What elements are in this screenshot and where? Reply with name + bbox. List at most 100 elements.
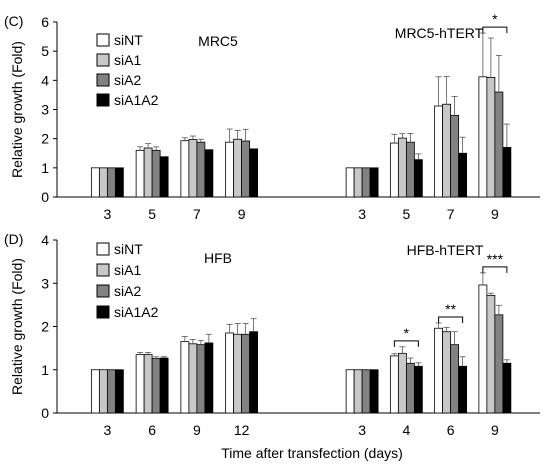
y-axis-label: Relative growth (Fold) [9, 41, 25, 178]
legend-label: siA1 [114, 262, 141, 278]
x-tick-label: 4 [402, 422, 410, 438]
y-tick-label: 0 [41, 405, 49, 421]
significance-label: * [492, 11, 498, 27]
bar-sia1a2 [458, 152, 468, 198]
legend-swatch-sia1 [96, 263, 110, 277]
x-tick-label: 5 [148, 206, 156, 222]
bar-sia1a2 [114, 167, 124, 198]
legend-label: siNT [114, 241, 143, 257]
bar-sia1 [143, 354, 153, 414]
bar-sia1a2 [369, 167, 379, 198]
bar-sint [434, 105, 444, 198]
x-tick-label: 9 [238, 206, 246, 222]
bar-sia2 [361, 167, 371, 198]
group-title: MRC5 [198, 33, 238, 49]
bar-sint [225, 332, 235, 414]
y-tick-label: 4 [41, 72, 49, 88]
bar-sia1a2 [204, 342, 214, 414]
legend-swatch-sia2 [96, 73, 110, 87]
bar-sia1 [353, 369, 363, 414]
legend-label: siA2 [114, 72, 141, 88]
bar-sia2 [450, 344, 460, 414]
x-tick-label: 3 [103, 422, 111, 438]
y-axis-label: Relative growth (Fold) [9, 258, 25, 395]
bar-sia1 [188, 343, 198, 414]
legend-label: siA1A2 [114, 304, 159, 320]
bar-sia1a2 [114, 369, 124, 414]
significance-bracket [482, 26, 508, 34]
legend-swatch-sia2 [96, 284, 110, 298]
bar-sint [434, 327, 444, 414]
x-tick-label: 7 [193, 206, 201, 222]
bar-sia2 [405, 141, 415, 198]
x-tick-label: 9 [193, 422, 201, 438]
x-tick-label: 3 [103, 206, 111, 222]
bar-sia2 [196, 344, 206, 414]
legend-label: siA2 [114, 283, 141, 299]
legend-label: siNT [114, 32, 143, 48]
bar-sia1 [397, 352, 407, 414]
x-tick-label: 12 [234, 422, 250, 438]
x-tick-label: 6 [447, 422, 455, 438]
bar-sia2 [361, 369, 371, 414]
bar-sint [389, 142, 399, 198]
y-tick-label: 3 [41, 102, 49, 118]
bar-sia1a2 [369, 369, 379, 414]
y-tick-label: 2 [41, 131, 49, 147]
bar-sia1a2 [502, 147, 512, 198]
bar-sia1 [98, 369, 108, 414]
bar-sia2 [450, 114, 460, 198]
bar-sint [180, 341, 190, 414]
y-tick-label: 3 [41, 275, 49, 291]
bar-sia1a2 [204, 149, 214, 198]
bar-sint [345, 369, 355, 414]
significance-bracket [482, 266, 508, 273]
bar-sia1 [98, 167, 108, 198]
bar-sint [389, 355, 399, 414]
legend-label: siA1 [114, 52, 141, 68]
bar-sia1 [486, 294, 496, 414]
bar-sint [135, 354, 145, 414]
bar-sia2 [405, 362, 415, 414]
x-tick-label: 3 [358, 206, 366, 222]
bar-sia1a2 [249, 148, 259, 198]
x-axis-label: Time after transfection (days) [221, 445, 403, 461]
y-tick-label: 2 [41, 319, 49, 335]
x-tick-label: 9 [491, 422, 499, 438]
bar-sia2 [151, 149, 161, 198]
bar-sia2 [196, 141, 206, 198]
bar-sia1 [397, 137, 407, 198]
bar-sint [135, 149, 145, 198]
bar-sint [345, 167, 355, 198]
legend-swatch-sia1a2 [96, 305, 110, 319]
legend-swatch-sint [96, 33, 110, 47]
bar-sint [478, 76, 488, 198]
bar-sia1 [442, 331, 452, 414]
y-tick-label: 0 [41, 189, 49, 205]
bar-sint [90, 167, 100, 198]
bar-sia2 [106, 167, 116, 198]
panel-label: (C) [4, 13, 23, 29]
bar-sia1 [233, 333, 243, 414]
legend-swatch-sint [96, 242, 110, 256]
panel-label: (D) [4, 231, 23, 247]
group-title: HFB [204, 250, 232, 266]
bar-sia1 [353, 167, 363, 198]
bar-sia2 [241, 140, 251, 198]
bar-sint [225, 141, 235, 198]
significance-bracket [438, 316, 464, 324]
bar-sint [180, 140, 190, 198]
bar-sia1a2 [502, 362, 512, 414]
bar-sia2 [494, 314, 504, 414]
bar-sint [478, 284, 488, 414]
x-tick-label: 9 [491, 206, 499, 222]
x-tick-label: 3 [358, 422, 366, 438]
x-tick-label: 5 [402, 206, 410, 222]
bar-sia2 [151, 358, 161, 414]
legend-label: siA1A2 [114, 92, 159, 108]
bar-sia1 [143, 147, 153, 198]
bar-sia2 [106, 369, 116, 414]
significance-bracket [393, 340, 419, 347]
